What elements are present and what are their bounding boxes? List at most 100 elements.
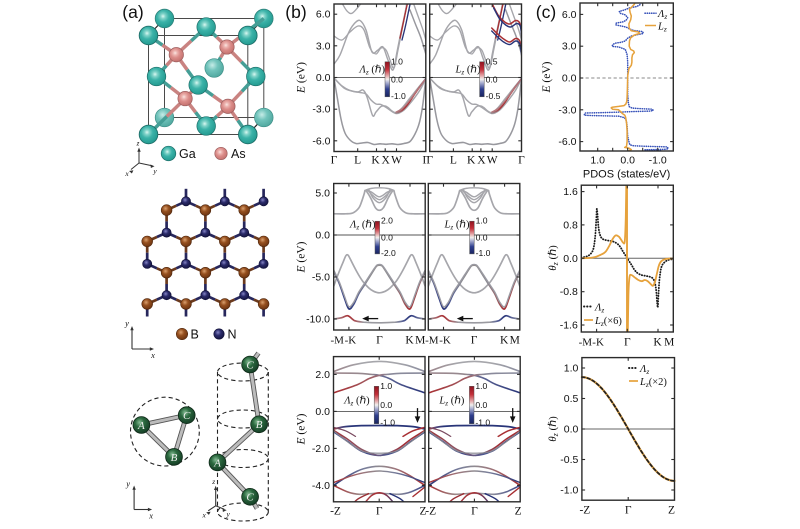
svg-text:X: X — [382, 155, 391, 167]
svg-text:0.0: 0.0 — [316, 72, 331, 84]
svg-text:-1.0: -1.0 — [380, 418, 395, 428]
svg-text:PDOS (states/eV): PDOS (states/eV) — [583, 169, 670, 181]
svg-text:3.0: 3.0 — [562, 41, 577, 53]
svg-text:2.0: 2.0 — [315, 369, 330, 381]
svg-text:3.0: 3.0 — [316, 40, 331, 52]
svg-text:K: K — [467, 155, 476, 167]
svg-text:Λz: Λz — [657, 9, 667, 21]
svg-text:K: K — [500, 335, 509, 347]
svg-text:1.0: 1.0 — [590, 155, 605, 167]
svg-text:0.0: 0.0 — [620, 155, 635, 167]
svg-text:5.0: 5.0 — [315, 188, 330, 200]
svg-text:Lz: Lz — [657, 22, 667, 34]
svg-text:0.0: 0.0 — [476, 233, 488, 243]
svg-text:Γ: Γ — [331, 155, 338, 167]
svg-text:A: A — [213, 457, 221, 469]
svg-text:-0.8: -0.8 — [560, 286, 578, 298]
svg-text:1.0: 1.0 — [380, 381, 392, 391]
svg-text:Γ: Γ — [625, 505, 632, 517]
svg-text:(c): (c) — [536, 2, 556, 22]
svg-text:Lz(×2): Lz(×2) — [639, 377, 667, 389]
svg-text:y: y — [152, 167, 157, 176]
svg-text:Z: Z — [419, 506, 426, 518]
svg-text:1.0: 1.0 — [475, 381, 487, 391]
svg-text:1.0: 1.0 — [476, 216, 488, 226]
svg-text:Γ: Γ — [422, 155, 429, 167]
svg-text:z: z — [211, 477, 215, 486]
svg-text:Λz (ℏ): Λz (ℏ) — [343, 395, 370, 408]
svg-text:-2.0: -2.0 — [381, 248, 396, 258]
svg-text:-1.0: -1.0 — [649, 155, 667, 167]
svg-text:0.0: 0.0 — [486, 74, 498, 84]
svg-text:Γ: Γ — [376, 335, 383, 347]
svg-text:x: x — [150, 350, 155, 360]
svg-text:Λz: Λz — [594, 303, 604, 315]
svg-text:-K: -K — [592, 337, 604, 349]
svg-text:0.5: 0.5 — [564, 393, 579, 405]
svg-text:-0.5: -0.5 — [486, 91, 501, 101]
svg-text:-M: -M — [425, 335, 439, 347]
svg-text:L: L — [354, 155, 361, 167]
svg-text:-5.0: -5.0 — [312, 272, 330, 284]
svg-text:B: B — [171, 452, 178, 464]
svg-text:E (eV): E (eV) — [296, 241, 308, 273]
svg-text:As: As — [231, 147, 246, 161]
svg-text:Γ: Γ — [426, 155, 433, 167]
svg-text:0.0: 0.0 — [562, 73, 577, 85]
svg-text:x: x — [124, 169, 129, 178]
svg-text:Lz (ℏ): Lz (ℏ) — [455, 64, 481, 77]
svg-text:-1.0: -1.0 — [391, 91, 406, 101]
svg-text:Γ: Γ — [624, 337, 631, 349]
svg-text:-Z: -Z — [330, 506, 341, 518]
svg-text:-6.0: -6.0 — [558, 136, 576, 148]
svg-text:(a): (a) — [122, 2, 143, 22]
svg-text:0.0: 0.0 — [380, 400, 392, 410]
svg-text:(b): (b) — [285, 2, 306, 22]
svg-text:6.0: 6.0 — [562, 9, 577, 21]
svg-text:0.0: 0.0 — [315, 406, 330, 418]
svg-text:0.5: 0.5 — [486, 56, 498, 66]
svg-text:E (eV): E (eV) — [296, 62, 308, 94]
svg-text:Z: Z — [515, 506, 522, 518]
svg-text:-Z: -Z — [579, 505, 590, 517]
svg-text:L: L — [450, 155, 457, 167]
svg-text:0.0: 0.0 — [563, 253, 578, 265]
svg-text:-K: -K — [439, 335, 451, 347]
svg-text:6.0: 6.0 — [316, 9, 331, 21]
svg-text:M: M — [415, 335, 425, 347]
svg-text:M: M — [510, 335, 520, 347]
svg-text:2.0: 2.0 — [381, 216, 393, 226]
svg-text:-2.0: -2.0 — [312, 443, 330, 455]
svg-text:M: M — [664, 337, 674, 349]
svg-text:x: x — [202, 510, 207, 519]
svg-text:Γ: Γ — [518, 155, 525, 167]
svg-text:Z: Z — [668, 505, 675, 517]
svg-text:z: z — [136, 139, 140, 148]
svg-text:y: y — [226, 509, 231, 518]
svg-text:1.0: 1.0 — [391, 56, 403, 66]
svg-text:-M: -M — [579, 337, 593, 349]
svg-text:B: B — [191, 328, 199, 342]
svg-text:Lz (ℏ): Lz (ℏ) — [438, 395, 464, 408]
svg-text:Λz (ℏ): Λz (ℏ) — [349, 219, 376, 232]
svg-text:Λz (ℏ): Λz (ℏ) — [359, 64, 386, 77]
svg-text:C: C — [246, 359, 254, 371]
svg-text:Γ: Γ — [471, 506, 478, 518]
svg-text:0.0: 0.0 — [315, 230, 330, 242]
svg-text:0.0: 0.0 — [564, 424, 579, 436]
svg-text:-1.0: -1.0 — [476, 248, 491, 258]
svg-text:-4.0: -4.0 — [312, 480, 330, 492]
svg-text:-M: -M — [330, 335, 344, 347]
svg-text:-0.5: -0.5 — [560, 454, 578, 466]
svg-text:-K: -K — [345, 335, 357, 347]
svg-text:-1.0: -1.0 — [560, 485, 578, 497]
svg-text:W: W — [391, 155, 402, 167]
svg-text:0.0: 0.0 — [391, 74, 403, 84]
svg-text:Lz(×6): Lz(×6) — [594, 316, 622, 328]
svg-text:X: X — [477, 155, 486, 167]
svg-text:-10.0: -10.0 — [306, 314, 330, 326]
svg-text:-Z: -Z — [425, 506, 436, 518]
svg-text:C: C — [183, 410, 191, 422]
svg-text:E (eV): E (eV) — [296, 413, 308, 445]
svg-text:0.8: 0.8 — [563, 219, 578, 231]
